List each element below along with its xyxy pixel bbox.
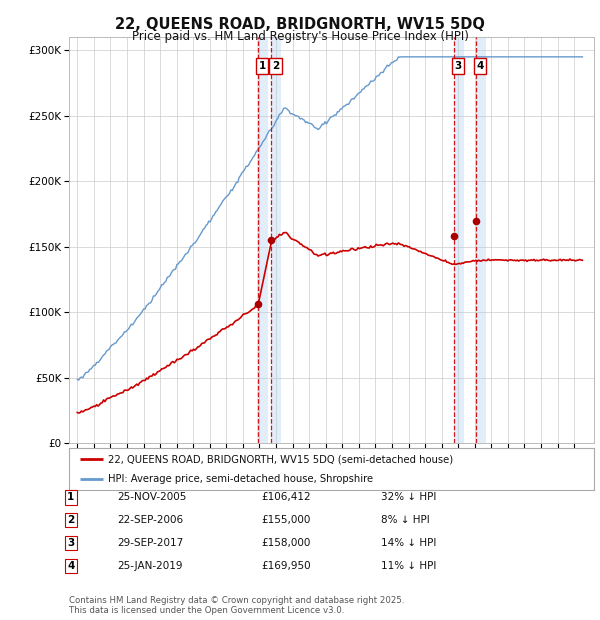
Text: 32% ↓ HPI: 32% ↓ HPI [381, 492, 436, 502]
Text: Contains HM Land Registry data © Crown copyright and database right 2025.
This d: Contains HM Land Registry data © Crown c… [69, 596, 404, 615]
Text: £106,412: £106,412 [261, 492, 311, 502]
Bar [476, 37, 486, 443]
Text: 29-SEP-2017: 29-SEP-2017 [117, 538, 183, 548]
Text: 25-JAN-2019: 25-JAN-2019 [117, 561, 182, 571]
Text: £169,950: £169,950 [261, 561, 311, 571]
Text: £158,000: £158,000 [261, 538, 310, 548]
Text: 3: 3 [455, 61, 462, 71]
Text: 1: 1 [67, 492, 74, 502]
Text: 14% ↓ HPI: 14% ↓ HPI [381, 538, 436, 548]
Text: Price paid vs. HM Land Registry's House Price Index (HPI): Price paid vs. HM Land Registry's House … [131, 30, 469, 43]
Text: 3: 3 [67, 538, 74, 548]
Text: 4: 4 [476, 61, 484, 71]
Text: 2: 2 [272, 61, 279, 71]
Bar [257, 37, 268, 443]
Text: 2: 2 [67, 515, 74, 525]
Bar [454, 37, 464, 443]
Text: 22, QUEENS ROAD, BRIDGNORTH, WV15 5DQ (semi-detached house): 22, QUEENS ROAD, BRIDGNORTH, WV15 5DQ (s… [109, 454, 454, 464]
Text: 8% ↓ HPI: 8% ↓ HPI [381, 515, 430, 525]
Text: £155,000: £155,000 [261, 515, 310, 525]
Text: 11% ↓ HPI: 11% ↓ HPI [381, 561, 436, 571]
Text: 25-NOV-2005: 25-NOV-2005 [117, 492, 187, 502]
Text: 22, QUEENS ROAD, BRIDGNORTH, WV15 5DQ: 22, QUEENS ROAD, BRIDGNORTH, WV15 5DQ [115, 17, 485, 32]
Text: 22-SEP-2006: 22-SEP-2006 [117, 515, 183, 525]
Text: HPI: Average price, semi-detached house, Shropshire: HPI: Average price, semi-detached house,… [109, 474, 373, 484]
Text: 1: 1 [259, 61, 266, 71]
Text: 4: 4 [67, 561, 74, 571]
Bar [271, 37, 281, 443]
